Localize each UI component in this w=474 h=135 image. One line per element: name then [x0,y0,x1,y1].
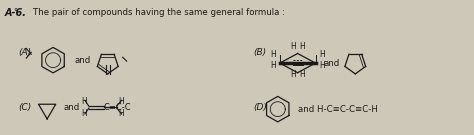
Text: H: H [291,42,296,51]
Text: (B): (B) [253,48,266,57]
Text: H: H [291,70,296,79]
Text: The pair of compounds having the same general formula :: The pair of compounds having the same ge… [33,8,285,17]
Text: H: H [81,109,87,118]
Text: H: H [270,50,275,59]
Text: H: H [319,61,325,70]
Text: H: H [81,97,87,106]
Text: C=C-C: C=C-C [104,103,131,112]
Text: H: H [118,97,125,106]
Text: and H-C≡C-C≡C-H: and H-C≡C-C≡C-H [298,105,377,114]
Text: A-6.: A-6. [4,8,27,18]
Text: °: ° [13,8,18,17]
Text: H: H [300,42,305,51]
Text: H: H [319,50,325,59]
Text: and: and [75,56,91,65]
Text: (D): (D) [253,103,267,112]
Text: H: H [270,61,275,70]
Text: and: and [63,103,79,112]
Text: (A): (A) [18,48,31,57]
Text: H: H [118,109,125,118]
Text: and: and [323,59,340,68]
Text: (C): (C) [18,103,32,112]
Text: H: H [300,70,305,79]
